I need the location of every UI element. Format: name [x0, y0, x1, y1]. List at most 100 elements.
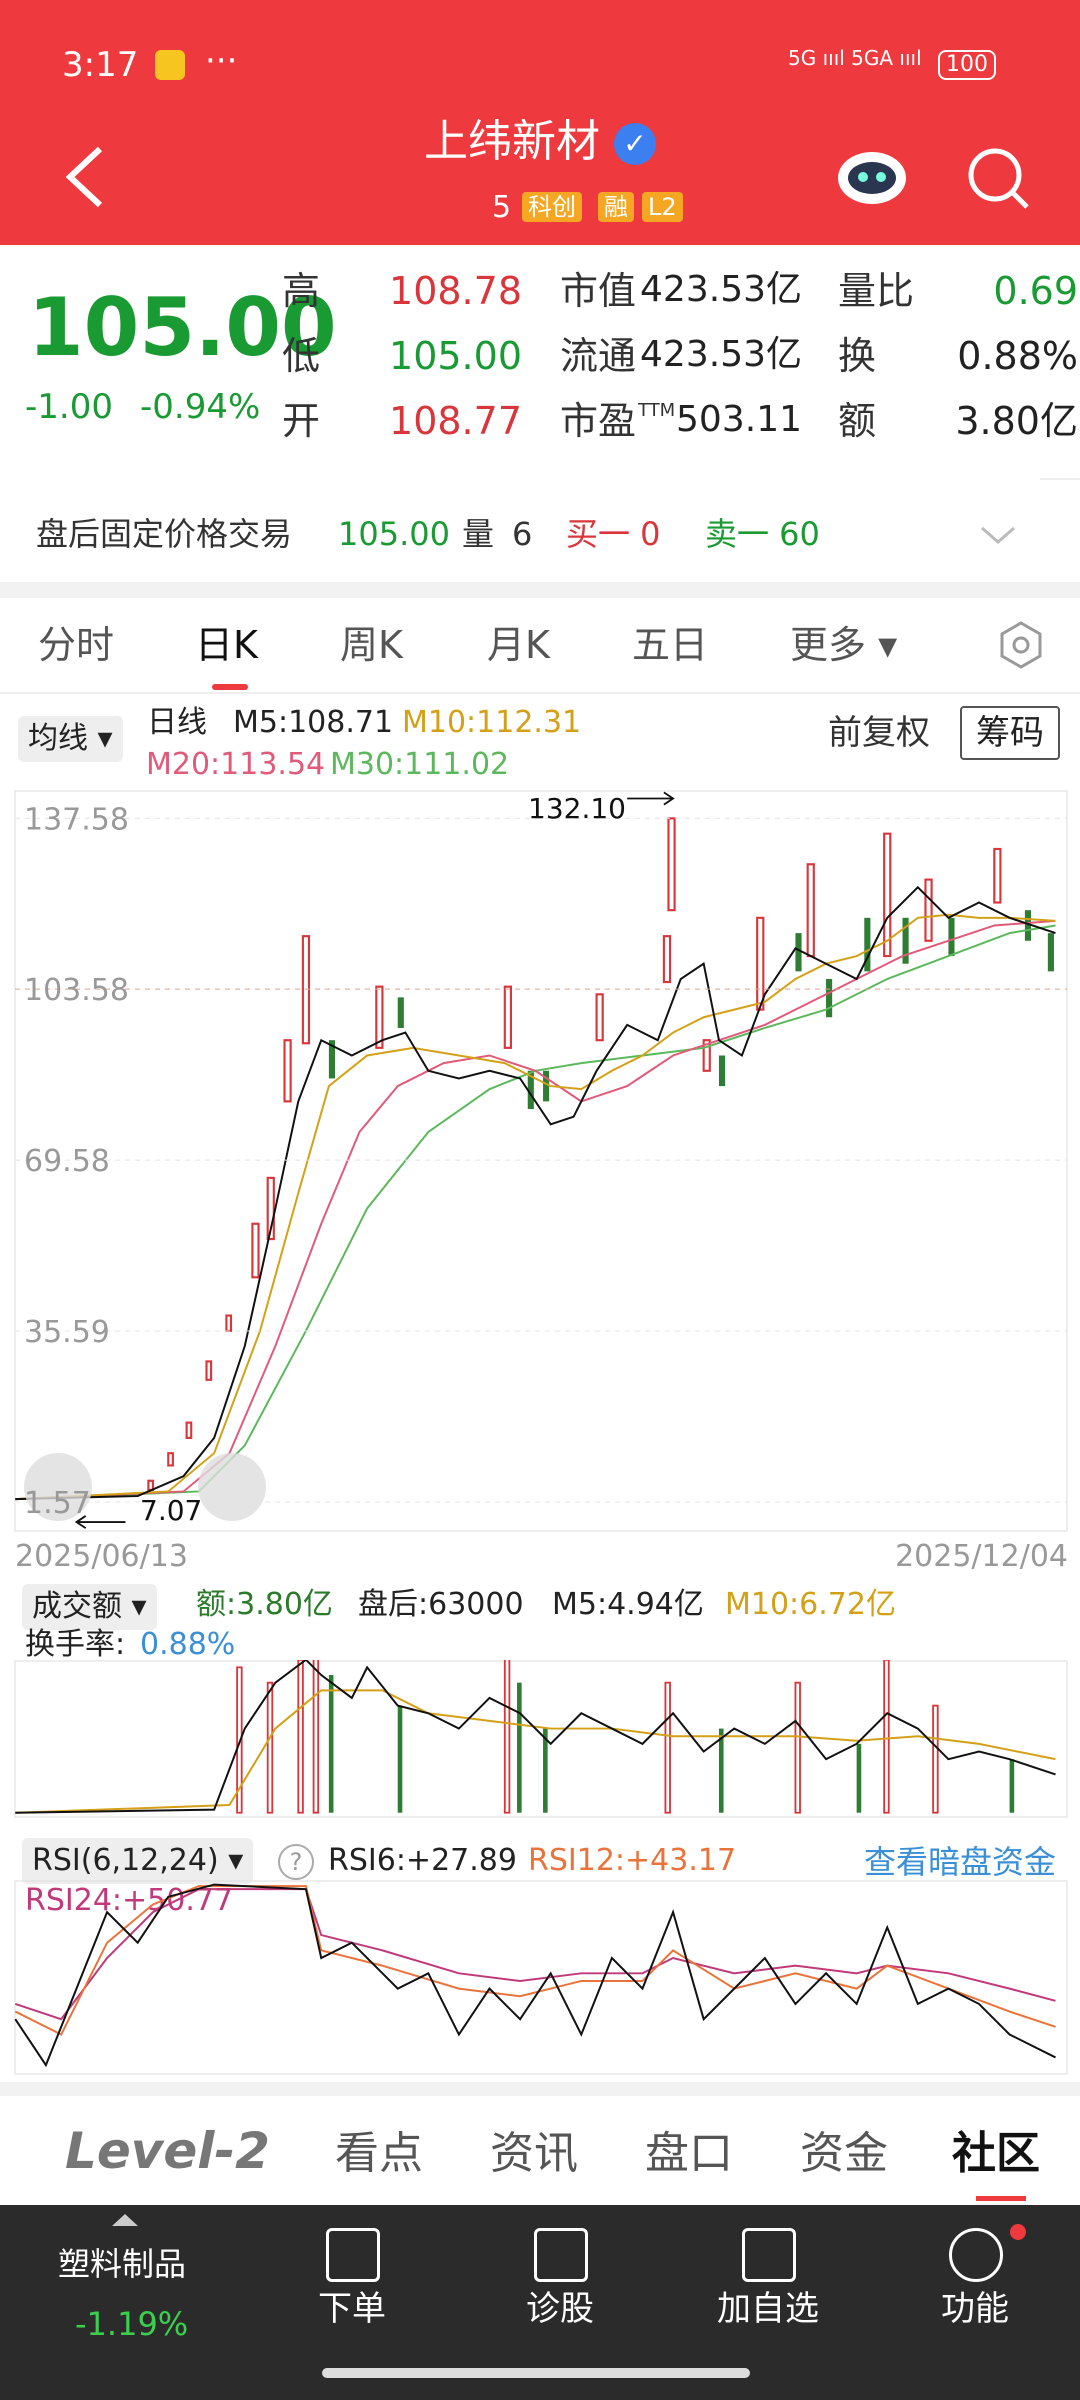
tab-underline	[212, 684, 248, 690]
badge: L2	[642, 192, 683, 222]
high-label: 132.10	[528, 792, 626, 825]
after-hours-buy: 买一 0	[566, 515, 661, 553]
quote-label: 低	[282, 334, 321, 378]
tab[interactable]: 月K	[487, 623, 550, 667]
quote-value: 3.80亿	[955, 399, 1078, 443]
rsi12: RSI12:+43.17	[528, 1843, 737, 1878]
volume-after-hours: 盘后:63000	[358, 1587, 524, 1622]
indicator: 均线	[28, 721, 88, 756]
volume-select[interactable]: 成交额 ▾	[22, 1584, 157, 1630]
content-tab[interactable]: Level-2	[65, 2122, 270, 2180]
tab[interactable]: 周K	[340, 623, 403, 667]
kline-chart: 137.58 103.58 69.58 35.59 1.57 132.10 7.07	[14, 790, 1068, 1532]
y-tick-label: 69.58	[24, 1144, 110, 1179]
rsi-select[interactable]: RSI(6,12,24) ▾	[22, 1838, 254, 1884]
status-time: 3:17	[62, 45, 139, 85]
ma20: M20:113.54	[146, 747, 326, 782]
content-tab[interactable]: 看点	[335, 2128, 423, 2179]
volume-chart	[14, 1660, 1068, 1818]
stock-name: 上纬新材	[424, 116, 600, 167]
toolbar-icon	[534, 2228, 588, 2282]
badge: 科创	[522, 192, 582, 222]
content-tab[interactable]: 资金	[800, 2128, 888, 2179]
volume-m5: M5:4.94亿	[552, 1587, 704, 1622]
price: 105.00	[28, 281, 337, 374]
after-hours-label: 盘后固定价格交易	[36, 515, 293, 553]
quote-label: 量比	[838, 269, 915, 313]
toolbar-icon	[742, 2228, 796, 2282]
fullscreen-button[interactable]	[198, 1453, 266, 1521]
status-dots: ···	[205, 41, 238, 81]
ma30: M30:111.02	[330, 747, 510, 782]
chips-button[interactable]: 筹码	[960, 706, 1060, 760]
quote-value: 0.69	[993, 269, 1078, 313]
notification-dot	[1010, 2224, 1026, 2240]
quote-value: 423.53亿	[640, 334, 802, 375]
quote-value: 105.00	[389, 334, 522, 378]
rsi-chart	[14, 1880, 1068, 2075]
stock-code: 5	[492, 190, 512, 225]
rsi6: RSI6:+27.89	[328, 1843, 517, 1878]
quote-label: 市值	[560, 269, 637, 313]
turnover-label: 换手率:	[25, 1627, 126, 1662]
title-row: 上纬新材 ✓	[0, 120, 1080, 165]
quote-value: 108.77	[389, 399, 522, 443]
content-tab[interactable]: 盘口	[645, 2128, 733, 2179]
settings-icon[interactable]	[996, 620, 1046, 670]
after-hours-sell: 卖一 60	[705, 515, 820, 553]
dark-pool-link[interactable]: 查看暗盘资金	[863, 1843, 1056, 1881]
indicator-select[interactable]: 均线 ▾	[18, 716, 123, 762]
low-label: 7.07	[140, 1494, 202, 1527]
back-button[interactable]	[60, 145, 110, 209]
expand-chevron[interactable]	[978, 520, 1018, 550]
verified-icon: ✓	[614, 123, 656, 165]
volume-amount: 额:3.80亿	[196, 1587, 333, 1622]
change: -1.00	[25, 387, 113, 427]
y-tick-label: 1.57	[24, 1486, 91, 1521]
period: 日线	[147, 705, 207, 740]
separator	[0, 2082, 1080, 2096]
volume-m10: M10:6.72亿	[725, 1587, 896, 1622]
tab[interactable]: 五日	[632, 623, 709, 667]
toolbar-label[interactable]: 加自选	[717, 2289, 819, 2329]
quote-label: 换	[838, 334, 877, 378]
content-tab[interactable]: 资讯	[490, 2128, 578, 2179]
quote-value: 423.53亿	[640, 269, 802, 310]
start-date: 2025/06/13	[15, 1539, 188, 1574]
divider	[0, 692, 1080, 694]
quote-label: 开	[282, 399, 321, 443]
y-tick-label: 103.58	[24, 973, 129, 1008]
tab[interactable]: 更多 ▾	[790, 623, 898, 667]
quote-value: 0.88%	[957, 334, 1078, 378]
toolbar-label[interactable]: 功能	[941, 2289, 1009, 2329]
content-tab[interactable]: 社区	[952, 2128, 1040, 2179]
search-icon[interactable]	[965, 145, 1035, 215]
quote-label: 市盈	[560, 399, 637, 443]
home-indicator	[322, 2368, 750, 2378]
tab[interactable]: 分时	[38, 623, 115, 667]
ma10: M10:112.31	[402, 705, 582, 740]
divider	[1040, 478, 1080, 480]
adjust[interactable]: 前复权	[828, 713, 930, 753]
badge: 融	[598, 192, 634, 222]
y-tick-label: 35.59	[24, 1315, 110, 1350]
up-arrow	[112, 2214, 138, 2226]
help-icon[interactable]: ?	[278, 1844, 314, 1880]
quote-label: 高	[282, 269, 321, 313]
toolbar-label[interactable]: 诊股	[526, 2289, 594, 2329]
after-hours-volume-label: 量	[462, 515, 495, 553]
separator	[0, 582, 1080, 598]
status-icon	[155, 50, 185, 80]
quote-value: 108.78	[389, 269, 522, 313]
toolbar-bg	[0, 2205, 1080, 2400]
tab[interactable]: 日K	[195, 623, 258, 667]
collapse-button[interactable]	[24, 1453, 92, 1521]
change-pct: -0.94%	[140, 387, 261, 427]
signal: 5G ıııl 5GA ıııl	[788, 46, 922, 70]
toolbar-label[interactable]: 下单	[318, 2289, 386, 2329]
sector[interactable]: 塑料制品	[58, 2245, 187, 2283]
y-tick-label: 137.58	[24, 802, 129, 837]
after-hours-price: 105.00	[338, 515, 450, 553]
robot-icon[interactable]	[832, 140, 912, 210]
